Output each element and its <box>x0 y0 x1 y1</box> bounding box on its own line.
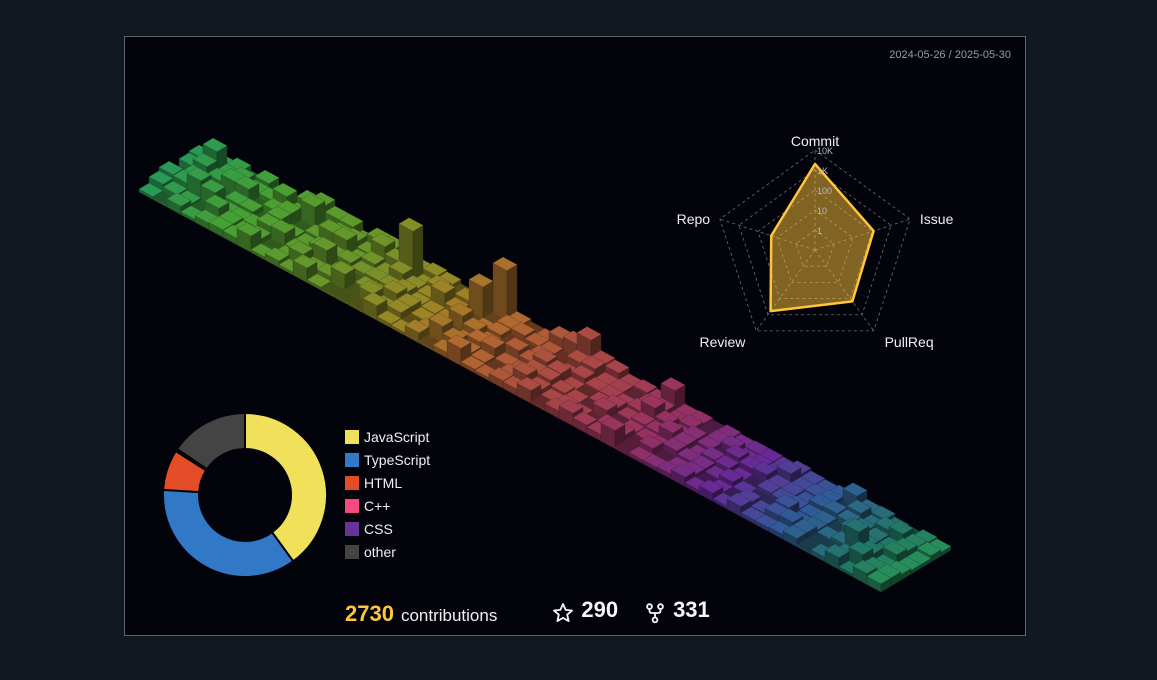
legend-label: other <box>364 544 396 560</box>
legend-item: JavaScript <box>345 428 429 446</box>
legend-item: TypeScript <box>345 451 430 469</box>
radar-axis-label: Repo <box>677 211 711 227</box>
radar-axis-label: Review <box>700 334 747 350</box>
contribution-block <box>468 273 494 321</box>
legend-label: JavaScript <box>364 429 430 445</box>
legend-item: HTML <box>345 474 402 492</box>
donut-slice-other <box>175 411 246 471</box>
contribution-block <box>752 461 778 486</box>
legend-item: C++ <box>345 497 390 515</box>
stars-count: 290 <box>581 597 619 622</box>
radar-grid-ring <box>738 169 892 316</box>
legend-swatch <box>345 430 359 444</box>
radar-tick-label: 1 <box>817 226 822 236</box>
star-outline-icon <box>553 603 574 622</box>
contribution-block <box>866 570 892 593</box>
contribution-label: contributions <box>400 606 498 625</box>
repo-forked-icon <box>646 603 664 624</box>
legend-label: CSS <box>364 521 393 537</box>
radar-tick-label: 1K <box>817 166 828 176</box>
donut-slice-javascript <box>244 411 328 563</box>
legend-item: other <box>345 543 396 561</box>
contribution-count: 2730 <box>345 601 394 626</box>
radar-axis-label: Commit <box>791 133 839 149</box>
legend-swatch <box>345 522 359 536</box>
stars-stat: 290 <box>552 597 618 623</box>
contribution-summary-panel: 2024-05-26 / 2025-05-30 1 10 100 1K 10K Commi… <box>124 36 1026 636</box>
radar-grid-ring <box>719 149 911 332</box>
language-donut-chart <box>162 411 328 578</box>
legend-item: CSS <box>345 520 393 538</box>
radar-spoke <box>719 218 816 251</box>
radar-tick-label: 100 <box>817 186 832 196</box>
legend-label: C++ <box>364 498 391 514</box>
stats-footer: 2730 contributions 290 331 <box>345 597 710 631</box>
donut-slice-typescript <box>162 488 295 578</box>
legend-swatch <box>345 545 359 559</box>
radar-axis-label: Issue <box>920 211 954 227</box>
forks-count: 331 <box>673 597 710 622</box>
radar-tick-label: 10K <box>817 146 833 156</box>
legend-swatch <box>345 499 359 513</box>
contribution-block <box>516 376 542 404</box>
radar-axis-label: PullReq <box>885 334 934 350</box>
legend-swatch <box>345 476 359 490</box>
contribution-block <box>698 479 724 502</box>
contribution-block <box>492 256 518 323</box>
forks-stat: 331 <box>644 597 710 624</box>
legend-swatch <box>345 453 359 467</box>
date-range: 2024-05-26 / 2025-05-30 <box>889 49 1011 61</box>
legend-label: HTML <box>364 475 403 491</box>
isometric-contribution-calendar <box>138 137 952 593</box>
contribution-block <box>446 334 472 367</box>
radar-tick-label: 10 <box>817 206 827 216</box>
legend-label: TypeScript <box>364 452 431 468</box>
radar-data-area <box>769 162 875 313</box>
contribution-block <box>404 319 430 344</box>
